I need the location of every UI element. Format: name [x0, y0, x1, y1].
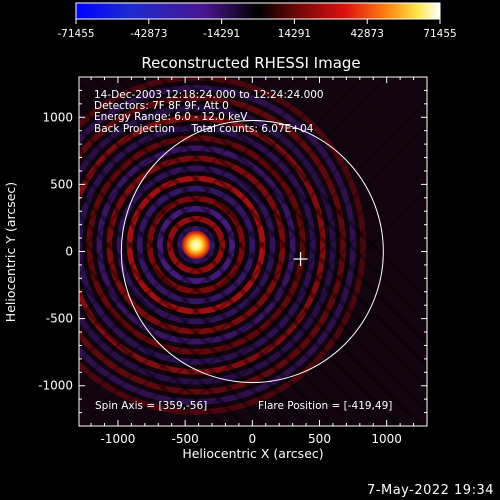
fringe-ring: [79, 105, 336, 385]
y-tick-label: 1000: [42, 110, 73, 124]
fringe-dark-band: [166, 165, 427, 426]
colorbar-frame: [75, 2, 441, 20]
fringe-ring: [79, 115, 326, 375]
fringe-dark-band: [0, 0, 412, 500]
colorbar-tick-label: -14291: [203, 28, 240, 40]
fringe-ring: [86, 135, 306, 355]
fringe-ring: [79, 95, 346, 395]
fringe-ring: [146, 195, 246, 295]
fringe-ring: [116, 165, 276, 325]
info-block: 14-Dec-2003 12:18:24.000 to 12:24:24.000…: [94, 89, 324, 135]
x-tick-label: -1000: [101, 432, 136, 446]
y-tick-label: 0: [65, 245, 73, 259]
fringe-ring: [79, 84, 356, 405]
fringe-ring: [167, 215, 226, 274]
info-detectors: Detectors: 7F 8F 9F, Att 0: [94, 100, 229, 112]
y-tick-label: 500: [50, 177, 73, 191]
fringe-dark-band: [179, 77, 427, 325]
fringe-ring: [126, 175, 266, 315]
y-axis-label: Heliocentric Y (arcsec): [3, 182, 18, 322]
fringe-dark-band: [113, 77, 427, 391]
flare-source: [182, 230, 211, 259]
y-tick-label: -500: [46, 312, 73, 326]
fringe-dark-band: [144, 143, 427, 426]
fringe-dark-band: [0, 0, 302, 500]
info-energy: Energy Range: 6.0 - 12.0 keV: [94, 111, 248, 123]
fringe-dark-band: [0, 0, 346, 500]
fringe-dark-band: [0, 0, 368, 500]
fringe-dark-band: [0, 0, 412, 500]
fringe-dark-band: [122, 121, 427, 426]
fringe-dark-band: [0, 0, 478, 500]
fringe-ring: [156, 205, 236, 284]
fringe-ring: [106, 155, 286, 335]
axes: -1000 -500 0 500 1000 -1000 -500 0 500 1000: [38, 77, 427, 446]
colorbar-tick-label: -71455: [57, 28, 94, 40]
fringe-dark-band: [135, 77, 427, 369]
x-tick-label: -500: [172, 432, 199, 446]
chart-title: Reconstructed RHESSI Image: [141, 54, 360, 72]
fringe-ring: [96, 145, 296, 345]
fringe-dark-band: [100, 99, 427, 426]
fringe-dark-band: [0, 0, 390, 500]
fringe-dark-band: [157, 77, 427, 347]
info-time: 14-Dec-2003 12:18:24.000 to 12:24:24.000: [94, 89, 324, 101]
colorbar-tick-label: -42873: [130, 28, 167, 40]
footer-timestamp: 7-May-2022 19:34: [367, 483, 494, 498]
x-tick-label: 0: [249, 432, 257, 446]
y-tick-label: -1000: [38, 379, 73, 393]
fringe-dark-band: [0, 0, 280, 500]
x-tick-label: 500: [308, 432, 331, 446]
fringe-dark-band: [188, 187, 427, 426]
fringe-dark-band: [0, 0, 324, 500]
info-method-counts: Back Projection Total counts: 6.07E+04: [94, 123, 314, 135]
colorbar-tick-label: 42873: [350, 28, 383, 40]
fringe-dark-band: [0, 0, 434, 500]
fringe-dark-band: [201, 77, 427, 303]
colorbar: [76, 3, 440, 19]
solar-limb-circle: [120, 119, 384, 384]
colorbar-ticks: -71455 -42873 -14291 14291 42873 71455: [57, 19, 457, 40]
fringe-dark-band: [0, 0, 478, 500]
fringe-ring: [136, 185, 256, 305]
fringe-ring: [177, 226, 215, 264]
flare-position-label: Flare Position = [-419,49]: [258, 400, 392, 412]
x-axis-label: Heliocentric X (arcsec): [182, 446, 323, 461]
fringe-dark-band: [0, 0, 390, 500]
fringe-ring: [79, 77, 367, 415]
x-tick-label: 1000: [371, 432, 402, 446]
colorbar-tick-label: 14291: [278, 28, 311, 40]
fringe-dark-band: [0, 0, 346, 500]
fringe-dark-band: [0, 0, 368, 500]
fringe-dark-band: [0, 0, 434, 500]
colorbar-tick-label: 71455: [423, 28, 456, 40]
spin-axis-label: Spin Axis = [359,-56]: [95, 400, 207, 412]
